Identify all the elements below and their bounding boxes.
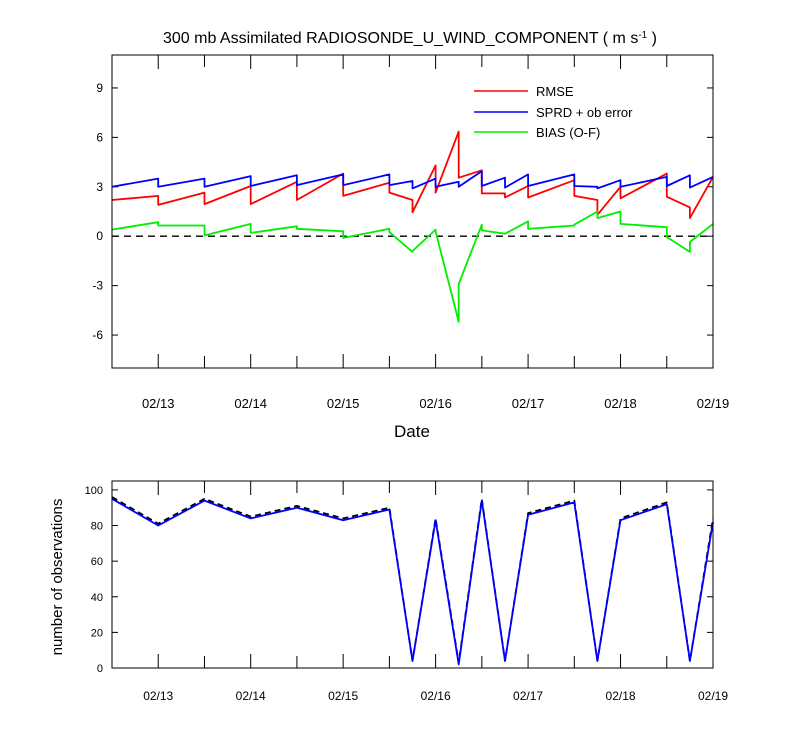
bottom-series-solid <box>111 498 714 666</box>
top-y-tick-label: 3 <box>96 180 103 194</box>
top-x-tick-label: 02/15 <box>327 396 360 411</box>
legend: RMSE SPRD + ob error BIAS (O-F) <box>474 84 633 140</box>
bottom-x-tick-label: 02/19 <box>698 689 728 703</box>
bottom-plot-frame <box>111 480 714 669</box>
top-y-tick-label: -6 <box>92 328 103 342</box>
top-plot-frame <box>111 54 714 369</box>
bottom-y-tick-label: 60 <box>91 556 103 568</box>
bottom-x-tick-label: 02/14 <box>236 689 266 703</box>
bottom-x-tick-label: 02/15 <box>328 689 358 703</box>
top-y-tick-label: -3 <box>92 279 103 293</box>
legend-label-sprd: SPRD + ob error <box>536 105 633 120</box>
bottom-x-tick-label: 02/18 <box>606 689 636 703</box>
x-axis-label: Date <box>394 422 430 441</box>
top-x-tick-label: 02/13 <box>142 396 175 411</box>
top-x-tick-label: 02/17 <box>512 396 545 411</box>
top-series-sprd-ob-error <box>111 170 714 190</box>
bottom-series-dashed <box>111 496 714 664</box>
bottom-x-tick-label: 02/16 <box>421 689 451 703</box>
bottom-plot-area: 0 20 40 60 80 100 02/13 02/14 02/15 02/16 02/17 02/… <box>85 481 728 703</box>
top-x-tick-label: 02/18 <box>604 396 637 411</box>
top-x-tick-label: 02/14 <box>234 396 267 411</box>
top-x-tick-label: 02/19 <box>697 396 730 411</box>
bottom-y-axis-label: number of observations <box>49 499 66 656</box>
top-y-tick-label: 0 <box>96 229 103 243</box>
top-series-rmse <box>111 130 714 220</box>
bottom-y-tick-label: 0 <box>97 663 103 675</box>
top-series-bias-o-f <box>111 210 714 323</box>
top-y-tick-label: 6 <box>96 130 103 144</box>
chart-title: 300 mb Assimilated RADIOSONDE_U_WIND_COM… <box>163 30 657 48</box>
bottom-y-tick-label: 40 <box>91 592 103 604</box>
top-plot-area: -6 -3 0 3 6 9 02/13 02/14 02/15 02/16 02/17 02/18 02… <box>92 55 729 411</box>
legend-label-bias: BIAS (O-F) <box>536 125 600 140</box>
top-x-tick-label: 02/16 <box>419 396 452 411</box>
bottom-x-tick-label: 02/13 <box>143 689 173 703</box>
bottom-y-tick-label: 20 <box>91 627 103 639</box>
legend-label-rmse: RMSE <box>536 84 574 99</box>
top-y-tick-label: 9 <box>96 81 103 95</box>
bottom-y-tick-label: 100 <box>85 485 103 497</box>
bottom-y-tick-label: 80 <box>91 521 103 533</box>
bottom-x-tick-label: 02/17 <box>513 689 543 703</box>
